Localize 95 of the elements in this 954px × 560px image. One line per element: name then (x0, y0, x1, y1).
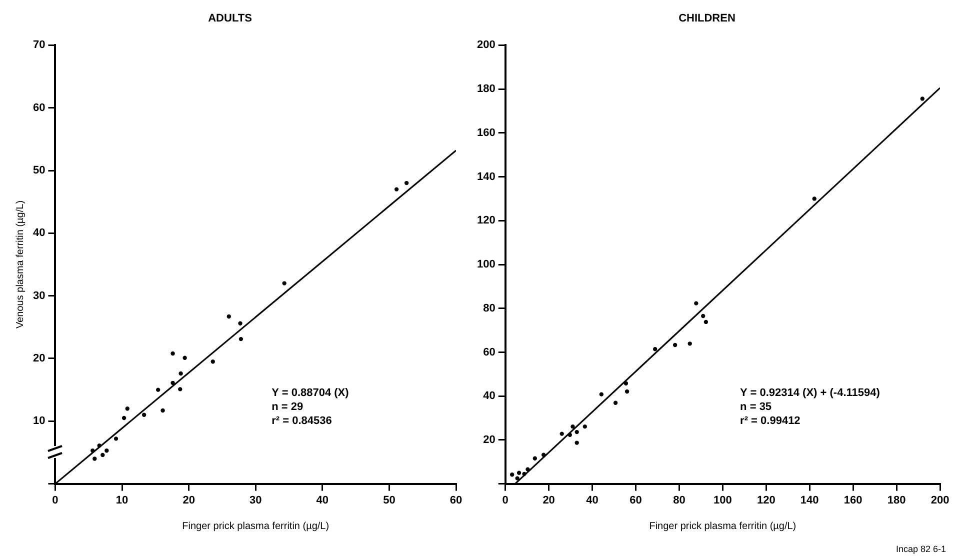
x-tick-label: 200 (930, 494, 950, 506)
y-tick-label: 60 (483, 346, 496, 358)
y-tick-label: 60 (32, 102, 46, 114)
x-tick-label: 60 (450, 494, 462, 506)
y-tick-label: 40 (32, 227, 46, 240)
annotation: n = 35 (740, 401, 772, 414)
point (515, 476, 520, 480)
point (394, 187, 399, 192)
x-tick-label: 120 (756, 494, 776, 506)
x-tick-label: 0 (52, 494, 58, 506)
point (114, 436, 118, 441)
point (812, 196, 816, 201)
point (599, 392, 604, 396)
y-tick-label: 160 (476, 126, 496, 139)
x-tick-label: 20 (182, 494, 195, 506)
x-tick-label: 20 (542, 494, 555, 506)
point (672, 342, 678, 348)
x-tick-label: 40 (586, 494, 598, 506)
text: Incap 82 6-1 (896, 544, 946, 554)
point (238, 321, 242, 326)
point (704, 320, 708, 324)
point (624, 389, 630, 394)
point (613, 400, 618, 405)
y-tick-label: 20 (32, 352, 46, 365)
point (92, 456, 97, 461)
y-tick-label: 40 (483, 390, 496, 402)
x-tick-label: 160 (844, 494, 862, 506)
chart-title: CHILDREN (678, 12, 736, 25)
point (526, 467, 530, 472)
x-axis-title: Finger prick plasma ferritin (µg/L) (649, 520, 796, 532)
y-tick-label: 30 (32, 290, 46, 302)
point (542, 452, 546, 457)
point (160, 408, 165, 413)
y-tick-label: 100 (476, 258, 496, 271)
annotation: r² = 0.99412 (740, 415, 800, 428)
point (652, 347, 658, 352)
point (90, 448, 95, 453)
x-tick-label: 180 (887, 494, 906, 506)
point (568, 432, 572, 437)
point (238, 336, 244, 342)
chart-title: ADULTS (208, 12, 252, 25)
point (282, 281, 286, 286)
y-tick-label: 70 (32, 39, 46, 52)
point (210, 360, 215, 364)
y-tick-label: 180 (476, 83, 496, 96)
point (122, 416, 126, 420)
y-tick-label: 10 (32, 415, 46, 428)
point (125, 406, 130, 411)
point (226, 314, 231, 319)
point (522, 472, 526, 476)
annotation: Y = 0.92314 (X) + (-4.11594) (740, 387, 880, 400)
point (142, 412, 146, 417)
x-tick-label: 40 (316, 494, 329, 506)
point (574, 440, 579, 445)
y-tick-label: 20 (483, 434, 496, 446)
x-tick-label: 140 (800, 494, 819, 506)
x-tick-label: 50 (383, 494, 396, 506)
point (170, 351, 175, 356)
point (97, 443, 102, 448)
point (560, 432, 564, 436)
x-tick-label: 80 (673, 494, 686, 506)
annotation: n = 29 (272, 401, 304, 414)
point (516, 470, 522, 475)
y-tick-label: 80 (483, 302, 496, 314)
point (178, 387, 182, 392)
x-axis-title: Finger prick plasma ferritin (µg/L) (182, 520, 330, 532)
annotation: Y = 0.88704 (X) (272, 387, 350, 400)
x-tick-label: 30 (249, 494, 262, 506)
point (404, 180, 409, 186)
point (624, 381, 628, 386)
point (510, 472, 514, 477)
x-tick-label: 100 (713, 494, 732, 506)
point (574, 430, 579, 434)
point (182, 356, 187, 360)
annotation: r² = 0.84536 (272, 415, 332, 428)
point (178, 371, 183, 376)
x-tick-label: 0 (502, 494, 508, 506)
point (532, 456, 538, 460)
y-tick-label: 120 (476, 214, 496, 227)
y-tick-label: 50 (32, 164, 46, 177)
y-tick-label: 140 (476, 170, 496, 183)
point (920, 96, 924, 101)
point (582, 424, 587, 429)
point (701, 314, 706, 318)
x-tick-label: 60 (630, 494, 642, 506)
point (156, 388, 160, 392)
point (100, 452, 105, 458)
y-axis-title: Venous plasma ferritin (µg/L) (14, 200, 26, 329)
point (104, 448, 109, 453)
x-tick-label: 10 (116, 494, 128, 506)
point (688, 342, 692, 346)
y-tick-label: 200 (476, 39, 496, 52)
point (570, 424, 575, 429)
point (170, 380, 175, 386)
point (694, 301, 698, 306)
